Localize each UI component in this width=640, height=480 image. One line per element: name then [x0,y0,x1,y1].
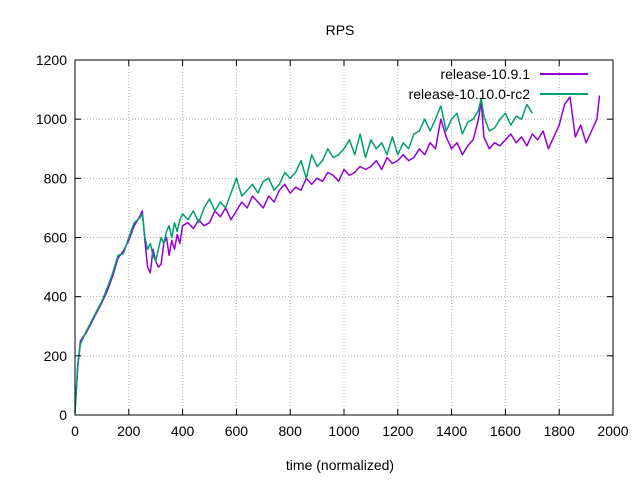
series-lines [74,95,601,414]
y-tick-label: 800 [44,170,68,186]
x-tick-label: 2000 [597,423,628,439]
axis-ticks: 0 200 400 600 800 1000 1200 1400 1600 1800 2000 0 20… [36,52,629,439]
legend: release-10.9.1 release-10.10.0-rc2 [409,66,588,102]
x-tick-label: 400 [171,423,195,439]
y-tick-label: 1200 [36,52,67,68]
x-tick-label: 1600 [490,423,521,439]
series-line-1 [74,95,601,413]
legend-label-1: release-10.9.1 [440,66,530,82]
y-tick-label: 200 [44,348,68,364]
x-axis-label: time (normalized) [286,457,394,473]
x-tick-label: 600 [225,423,249,439]
x-tick-label: 200 [117,423,141,439]
x-tick-label: 1000 [328,423,359,439]
series-line-2 [74,97,533,414]
y-tick-label: 600 [44,230,68,246]
y-tick-label: 0 [59,407,67,423]
chart-title: RPS [326,22,355,38]
x-tick-label: 800 [279,423,303,439]
x-tick-label: 1400 [436,423,467,439]
x-tick-label: 1800 [544,423,575,439]
x-tick-label: 1200 [382,423,413,439]
y-tick-label: 400 [44,289,68,305]
y-tick-label: 1000 [36,111,67,127]
x-tick-label: 0 [71,423,79,439]
legend-label-2: release-10.10.0-rc2 [409,86,531,102]
